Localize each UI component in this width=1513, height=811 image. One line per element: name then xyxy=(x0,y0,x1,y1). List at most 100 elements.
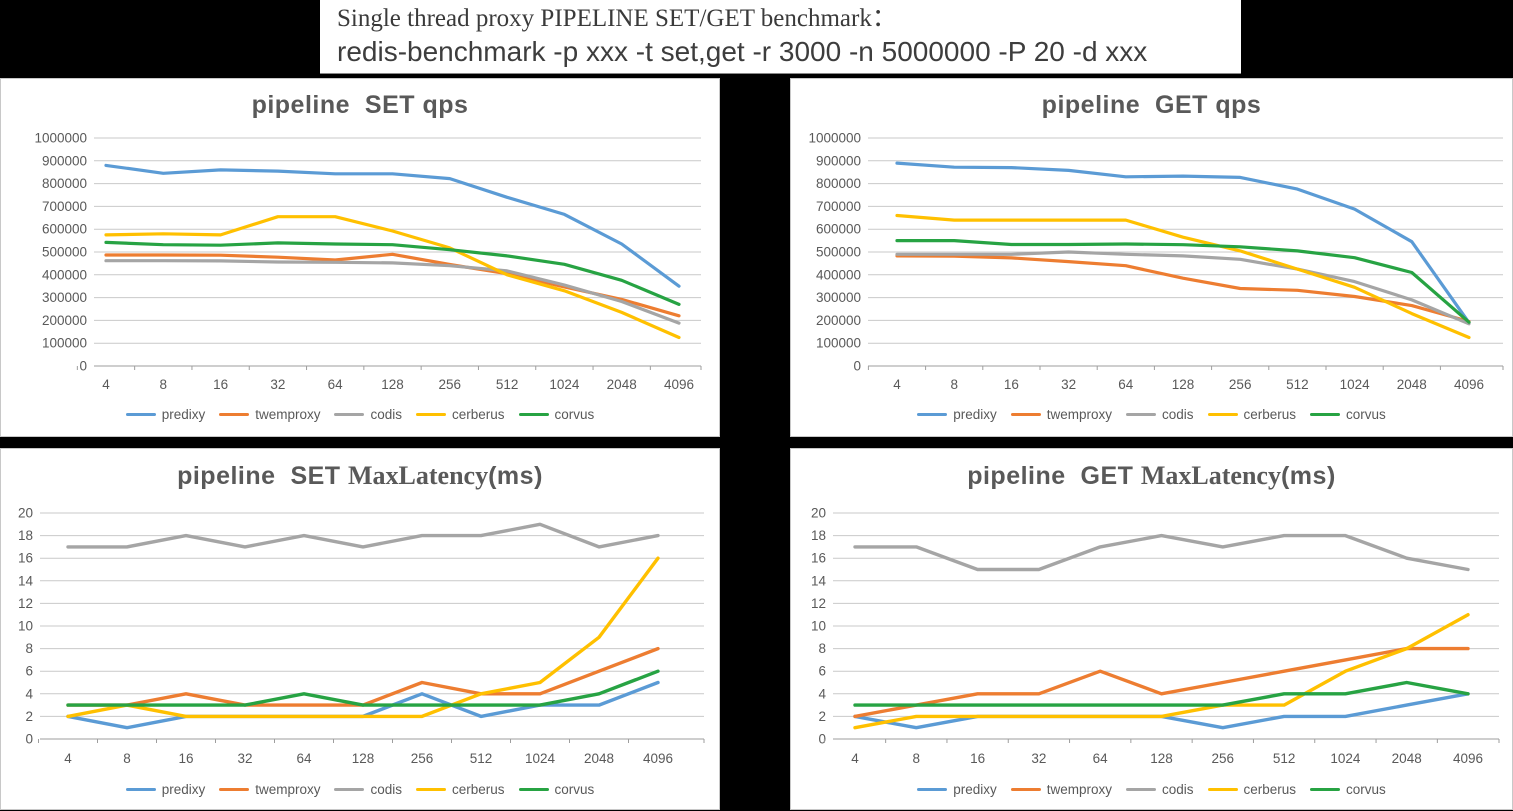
legend-label: predixy xyxy=(953,407,997,422)
x-tick-label: 1024 xyxy=(549,377,580,392)
chart-plot: 0 100000 200000 300000 400000 500000 600000 700… xyxy=(808,131,1504,392)
legend-line-swatch xyxy=(1125,412,1156,417)
legend-label: cerberus xyxy=(1243,407,1297,422)
legend-item-cerberus: cerberus xyxy=(1207,407,1297,422)
legend-line-swatch xyxy=(917,412,948,417)
x-tick-label: 32 xyxy=(1061,377,1076,392)
y-tick-label: 14 xyxy=(18,573,34,588)
series-line-cerberus xyxy=(66,556,660,719)
legend-item-codis: codis xyxy=(334,407,402,422)
legend-line-swatch xyxy=(416,412,446,417)
x-tick-label: 4096 xyxy=(1453,751,1483,766)
y-tick-label: 900000 xyxy=(42,153,87,168)
x-tick-label: 512 xyxy=(496,377,519,392)
x-tick-label: 4096 xyxy=(643,751,673,766)
x-tick-label: 1024 xyxy=(1330,751,1361,766)
legend-item-twemproxy: twemproxy xyxy=(1010,407,1112,422)
legend-item-cerberus: cerberus xyxy=(416,407,505,422)
legend-line-swatch xyxy=(125,412,156,417)
chart-title-text: pipeline GET xyxy=(967,462,1141,490)
y-tick-label: 800000 xyxy=(816,176,861,191)
legend-item-twemproxy: twemproxy xyxy=(1010,782,1112,797)
y-tick-label: 900000 xyxy=(816,153,861,168)
y-tick-label: 8 xyxy=(818,641,826,656)
legend-item-predixy: predixy xyxy=(917,782,997,797)
x-tick-label: 16 xyxy=(178,751,193,766)
y-tick-label: 0 xyxy=(853,359,861,374)
x-tick-label: 2048 xyxy=(607,377,637,392)
legend-line-swatch xyxy=(1207,787,1238,792)
x-tick-label: 2048 xyxy=(1397,377,1427,392)
legend-line-swatch xyxy=(917,787,948,792)
series-line-corvus xyxy=(66,669,660,707)
chart-pipeline-get-qps: pipeline GET qps 0 100000 200000 300000 4000… xyxy=(790,78,1513,437)
x-tick-label: 4 xyxy=(851,751,859,766)
x-tick-label: 64 xyxy=(328,377,344,392)
x-tick-label: 512 xyxy=(1273,751,1296,766)
y-tick-label: 400000 xyxy=(816,267,861,282)
legend-label: twemproxy xyxy=(1046,407,1112,422)
legend-item-codis: codis xyxy=(1125,782,1194,797)
legend-label: codis xyxy=(370,782,402,797)
legend-item-twemproxy: twemproxy xyxy=(219,407,320,422)
legend-line-swatch xyxy=(1010,412,1041,417)
x-tick-label: 32 xyxy=(1031,751,1046,766)
x-tick-label: 4096 xyxy=(1454,377,1484,392)
x-tick-label: 256 xyxy=(1229,377,1252,392)
legend-label: corvus xyxy=(554,782,595,797)
y-tick-label: 300000 xyxy=(816,290,861,305)
y-tick-label: 700000 xyxy=(816,199,861,214)
chart-title: pipeline GET qps xyxy=(791,91,1512,120)
y-tick-label: 300000 xyxy=(42,290,87,305)
y-tick-label: 18 xyxy=(811,528,826,543)
series-line-twemproxy xyxy=(895,254,1471,324)
y-tick-label: 600000 xyxy=(42,222,87,237)
x-tick-label: 64 xyxy=(296,751,312,766)
x-tick-label: 256 xyxy=(1212,751,1235,766)
x-tick-label: 4096 xyxy=(664,377,694,392)
x-tick-label: 512 xyxy=(1286,377,1309,392)
x-tick-label: 256 xyxy=(439,377,462,392)
y-tick-label: 6 xyxy=(818,664,826,679)
y-tick-label: 20 xyxy=(18,506,33,521)
y-tick-label: 6 xyxy=(25,664,33,679)
y-tick-label: 1000000 xyxy=(34,131,87,146)
x-tick-label: 4 xyxy=(64,751,72,766)
chart-legend: predixy twemproxy codis cerberus corvus xyxy=(1,407,719,422)
y-tick-label: 500000 xyxy=(42,245,87,260)
legend-item-predixy: predixy xyxy=(125,407,205,422)
series-line-predixy xyxy=(104,163,681,288)
legend-line-swatch xyxy=(334,787,365,792)
legend-label: codis xyxy=(370,407,402,422)
chart-pipeline-set-qps: pipeline SET qps 0 100000 200000 300000 4000… xyxy=(0,78,720,437)
chart-title-text: (ms) xyxy=(1280,462,1336,490)
legend-line-swatch xyxy=(219,787,250,792)
legend-line-swatch xyxy=(1310,787,1341,792)
x-tick-label: 16 xyxy=(213,377,228,392)
legend-label: corvus xyxy=(1346,782,1386,797)
chart-title-text: (ms) xyxy=(488,462,543,490)
legend-item-predixy: predixy xyxy=(125,782,205,797)
y-tick-label: 20 xyxy=(811,506,826,521)
banner-command-line: redis-benchmark -p xxx -t set,get -r 300… xyxy=(337,36,1148,67)
x-tick-label: 16 xyxy=(1004,377,1019,392)
series-line-codis xyxy=(853,533,1470,572)
legend-line-swatch xyxy=(1010,787,1041,792)
chart-title: pipeline GET MaxLatency(ms) xyxy=(791,461,1512,491)
x-tick-label: 64 xyxy=(1118,377,1134,392)
series-line-codis xyxy=(66,522,660,549)
y-tick-label: 200000 xyxy=(816,313,861,328)
x-tick-label: 256 xyxy=(411,751,434,766)
x-tick-label: 512 xyxy=(470,751,493,766)
series-line-codis xyxy=(895,250,1471,326)
legend-line-swatch xyxy=(1125,787,1156,792)
chart-pipeline-get-maxlatency: pipeline GET MaxLatency(ms) 0 2 4 6 8 10 12 14 1… xyxy=(790,448,1513,810)
legend-line-swatch xyxy=(416,787,446,792)
series-line-corvus xyxy=(895,239,1471,324)
legend-label: predixy xyxy=(953,782,997,797)
y-tick-label: 100000 xyxy=(816,336,861,351)
legend-item-codis: codis xyxy=(1125,407,1194,422)
y-tick-label: 700000 xyxy=(42,199,87,214)
legend-item-corvus: corvus xyxy=(518,782,595,797)
y-tick-label: 500000 xyxy=(816,245,861,260)
